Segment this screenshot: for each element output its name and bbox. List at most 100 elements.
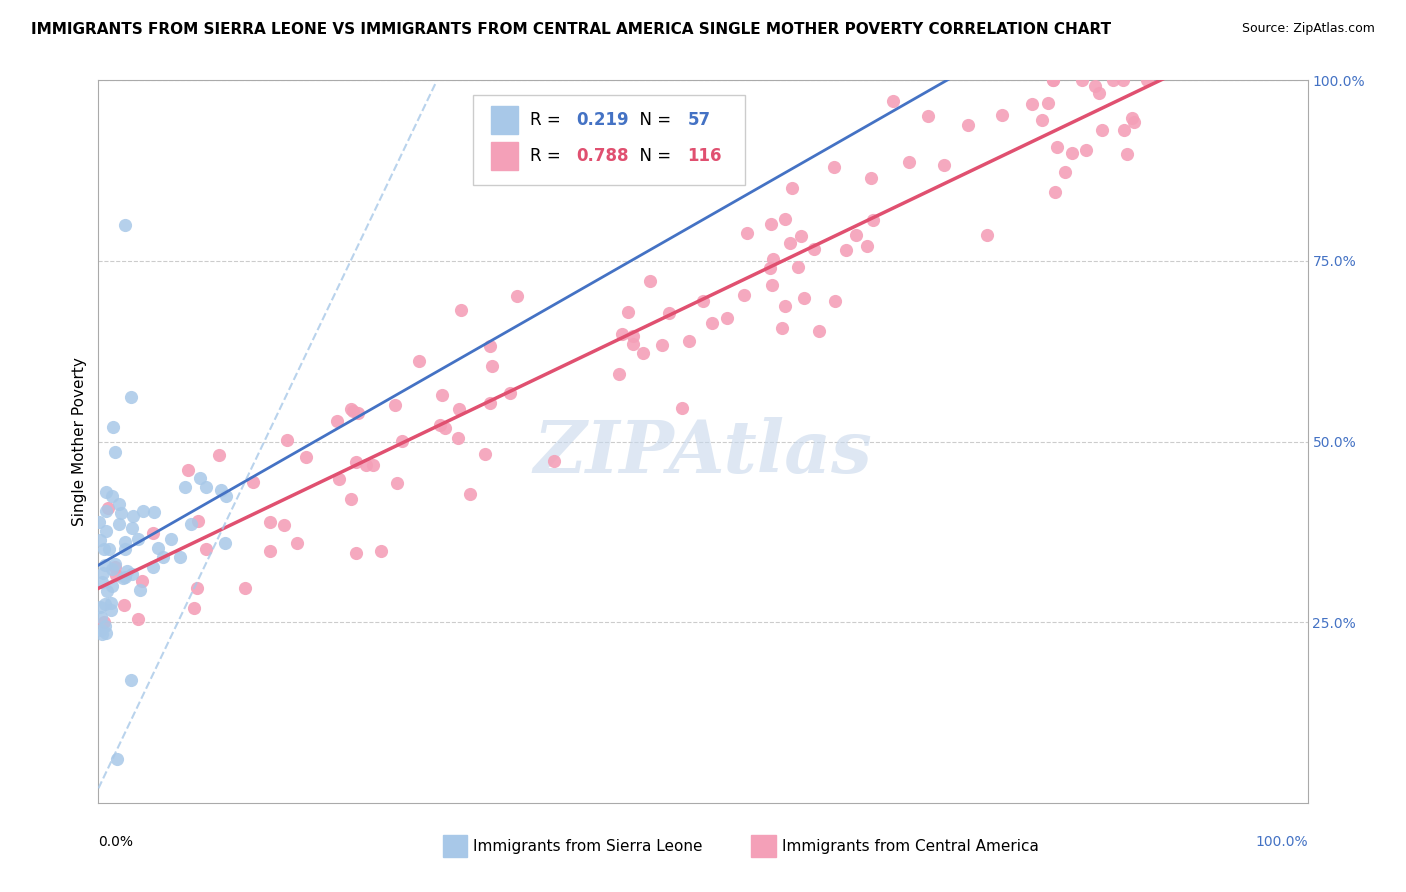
FancyBboxPatch shape [492,106,517,134]
Point [856,238,879,252]
Point [733,288,755,302]
Point [121,567,143,582]
Point [105,752,128,766]
Point [862,213,884,227]
Text: Immigrants from Sierra Leone: Immigrants from Sierra Leone [474,838,703,854]
Point [621,336,644,351]
Point [160,532,183,546]
Point [429,418,451,433]
Point [285,536,308,550]
Point [94,626,117,640]
Point [347,406,370,420]
Point [543,454,565,468]
Point [934,159,956,173]
Point [208,448,231,462]
Point [607,367,630,381]
Point [616,304,638,318]
Point [276,433,298,447]
Point [112,571,135,585]
Point [859,170,882,185]
Point [114,569,136,583]
Point [433,421,456,435]
Y-axis label: Single Mother Poverty: Single Mother Poverty [72,357,87,526]
Point [612,326,634,341]
Point [1045,140,1067,154]
Point [89,515,111,529]
Point [94,558,117,573]
Point [142,525,165,540]
Point [808,324,831,338]
Point [100,596,122,610]
Point [1031,113,1053,128]
Point [326,414,349,428]
Point [187,514,209,528]
Point [131,574,153,588]
Point [89,533,111,548]
Point [1043,185,1066,199]
Point [132,504,155,518]
Point [458,487,481,501]
Point [94,504,117,518]
Text: R =: R = [530,147,567,165]
Point [481,359,503,374]
Point [803,242,825,256]
Point [1111,73,1133,87]
Point [143,505,166,519]
Point [101,420,124,434]
FancyBboxPatch shape [474,95,745,185]
Point [108,516,131,531]
Point [976,228,998,243]
Point [897,155,920,169]
Point [96,584,118,599]
Point [735,226,758,240]
Point [678,334,700,348]
Point [120,391,142,405]
Point [1036,96,1059,111]
Point [121,521,143,535]
Point [1122,115,1144,129]
Point [835,243,858,257]
Point [121,673,143,688]
Point [1042,73,1064,87]
Point [478,339,501,353]
Point [90,624,112,638]
Point [1084,79,1107,94]
Point [773,299,796,313]
Point [1116,146,1139,161]
Point [478,396,501,410]
Point [93,619,115,633]
Text: 0.788: 0.788 [576,147,628,165]
Point [391,434,413,449]
Point [432,388,454,402]
Point [188,471,211,485]
Point [112,598,135,612]
Text: Immigrants from Central America: Immigrants from Central America [782,838,1039,854]
Point [127,533,149,547]
Point [702,316,724,330]
Point [447,431,470,445]
Text: Source: ZipAtlas.com: Source: ZipAtlas.com [1241,22,1375,36]
Point [787,260,810,274]
Point [104,557,127,571]
Point [96,485,118,500]
Point [917,109,939,123]
Text: IMMIGRANTS FROM SIERRA LEONE VS IMMIGRANTS FROM CENTRAL AMERICA SINGLE MOTHER PO: IMMIGRANTS FROM SIERRA LEONE VS IMMIGRAN… [31,22,1111,37]
Point [773,212,796,227]
Point [1112,122,1135,136]
Point [505,289,527,303]
Point [1088,86,1111,100]
Point [1091,123,1114,137]
Point [209,483,232,497]
Point [370,544,392,558]
Point [640,274,662,288]
Point [779,235,801,250]
Point [295,450,318,464]
Point [356,458,378,472]
Point [114,534,136,549]
Point [97,500,120,515]
FancyBboxPatch shape [492,143,517,169]
Point [89,600,111,615]
Text: 57: 57 [688,111,710,129]
Point [93,541,115,556]
Point [129,583,152,598]
